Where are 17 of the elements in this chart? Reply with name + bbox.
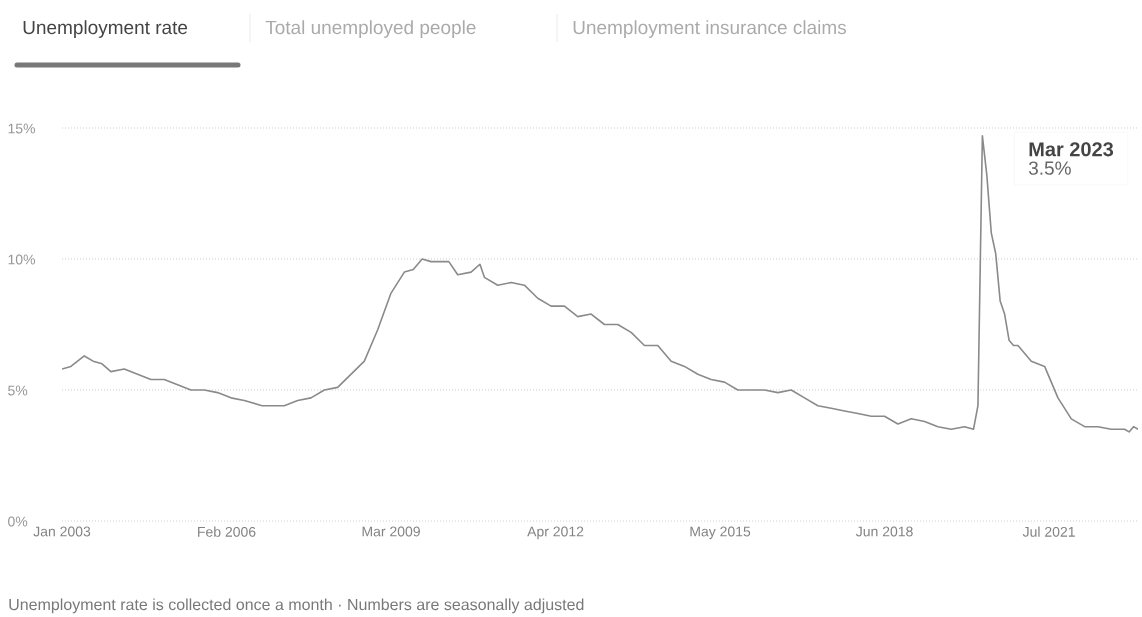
annotation: 3.5% [1028,161,1071,175]
text: Total unemployed people [265,20,476,38]
x-tick-label: Apr 2012 [527,526,584,540]
y-tick-label: 0% [8,516,28,527]
x-tick-label: Jun 2018 [855,526,913,537]
x-tick-label: Feb 2006 [198,526,256,537]
y-tick-label: 15% [8,123,36,134]
annotation: Mar 2023 [1029,142,1114,157]
text: Unemployment rate [23,20,188,38]
y-tick-label: 10% [8,254,36,265]
x-tick-label: Jan 2003 [33,526,91,537]
x-tick-label: May 2015 [690,526,751,540]
text: Unemployment rate is collected once a month · Numbers are seasonally adjusted [9,598,584,614]
y-tick-label: 5% [8,385,28,396]
x-tick-label: Jul 2021 [1022,526,1075,537]
text: Unemployment insurance claims [573,20,847,38]
x-tick-label: Mar 2009 [362,526,420,537]
